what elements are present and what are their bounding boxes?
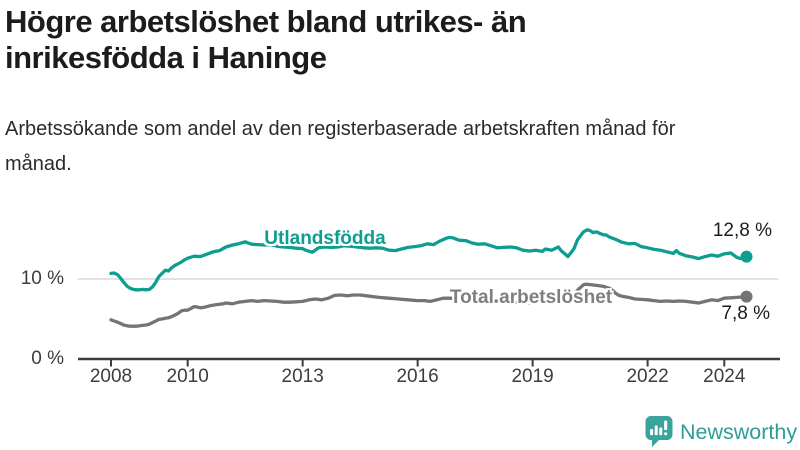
series-label-total-arbetsloshet: Total arbetslöshet [449, 287, 613, 308]
y-axis-tick-label-0: 0 % [31, 348, 64, 369]
end-value-label-total: 7,8 % [721, 303, 770, 324]
x-axis-tick-label-2013: 2013 [281, 366, 324, 387]
x-axis-tick-label-2022: 2022 [626, 366, 669, 387]
end-value-label-utlandsfodda: 12,8 % [712, 220, 772, 241]
series-label-utlandsfodda: Utlandsfödda [264, 228, 386, 249]
x-axis-tick-label-2024: 2024 [703, 366, 746, 387]
newsworthy-logo-text: Newsworthy [680, 419, 798, 444]
series-line-utlandsfodda [109, 228, 749, 292]
speech-bubble-bar-chart-icon [645, 416, 673, 447]
chart-subtitle: Arbetssökande som andel av den registerb… [5, 118, 676, 175]
y-axis-tick-label-10: 10 % [20, 268, 64, 289]
series-end-dot-total [740, 290, 753, 303]
series-line-total [109, 282, 749, 328]
x-axis-tick-label-2008: 2008 [89, 366, 133, 387]
x-axis-tick-label-2016: 2016 [396, 366, 439, 387]
newsworthy-logo: Newsworthy [645, 416, 797, 447]
series-end-dot-utlandsfodda [740, 250, 753, 263]
x-axis-tick-label-2010: 2010 [166, 366, 209, 387]
x-axis-tick-label-2019: 2019 [511, 366, 554, 387]
chart-title: Högre arbetslöshet bland utrikes- än inr… [5, 4, 527, 75]
